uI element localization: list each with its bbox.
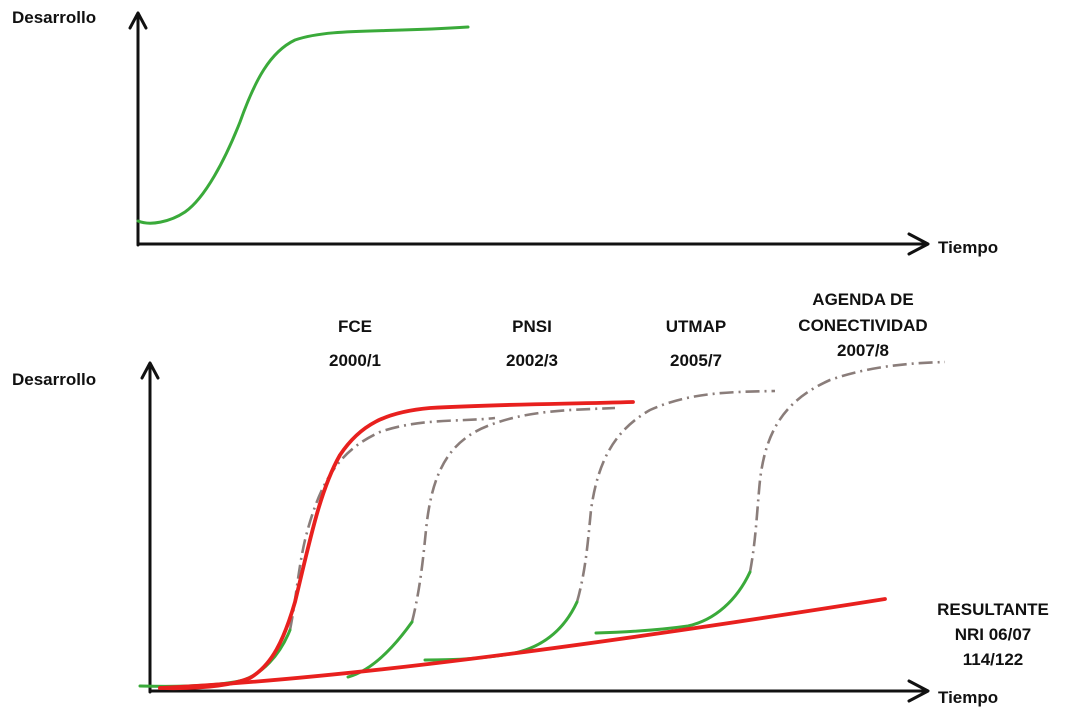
top-y-axis-label: Desarrollo: [12, 8, 96, 27]
top-y-axis-arrowhead: [128, 11, 148, 30]
agenda-s-curve-upper: [748, 360, 946, 573]
utmap-s-curve-lower: [423, 600, 579, 662]
bottom-x-axis-arrowhead: [907, 679, 930, 703]
phase-utmap-name: UTMAP: [666, 317, 726, 336]
bottom-x-axis-label: Tiempo: [938, 688, 998, 707]
pnsi-s-curve-lower: [346, 620, 414, 679]
bottom-y-axis-label: Desarrollo: [12, 370, 96, 389]
fce-s-curve-lower: [138, 628, 292, 688]
resultant-label-line2: NRI 06/07: [955, 625, 1032, 644]
bottom-y-axis-arrowhead: [140, 361, 160, 380]
resultant-label-line1: RESULTANTE: [937, 600, 1049, 619]
fce-envelope-curve: [158, 400, 635, 691]
phase-agenda-name-line1: AGENDA DE: [812, 290, 913, 309]
top-x-axis-label: Tiempo: [938, 238, 998, 257]
agenda-s-curve-lower: [594, 570, 752, 635]
top-x-axis-arrowhead: [907, 232, 930, 256]
phase-agenda-name-line2: CONECTIVIDAD: [798, 316, 927, 335]
resultant-line: [158, 597, 887, 690]
top-s-curve: [136, 25, 470, 225]
top-chart: Desarrollo Tiempo: [12, 8, 998, 257]
phase-utmap-years: 2005/7: [670, 351, 722, 370]
fce-s-curve-upper: [288, 416, 496, 631]
bottom-chart: Desarrollo Tiempo FCE 2000/1 PNSI 2002/3…: [12, 290, 1049, 707]
phase-pnsi-name: PNSI: [512, 317, 552, 336]
phase-fce-years: 2000/1: [329, 351, 381, 370]
resultant-label-line3: 114/122: [963, 650, 1024, 669]
utmap-s-curve-upper: [575, 389, 776, 603]
phase-pnsi-years: 2002/3: [506, 351, 558, 370]
phase-agenda-years: 2007/8: [837, 341, 889, 360]
phase-fce-name: FCE: [338, 317, 372, 336]
pnsi-s-curve-upper: [410, 406, 616, 623]
